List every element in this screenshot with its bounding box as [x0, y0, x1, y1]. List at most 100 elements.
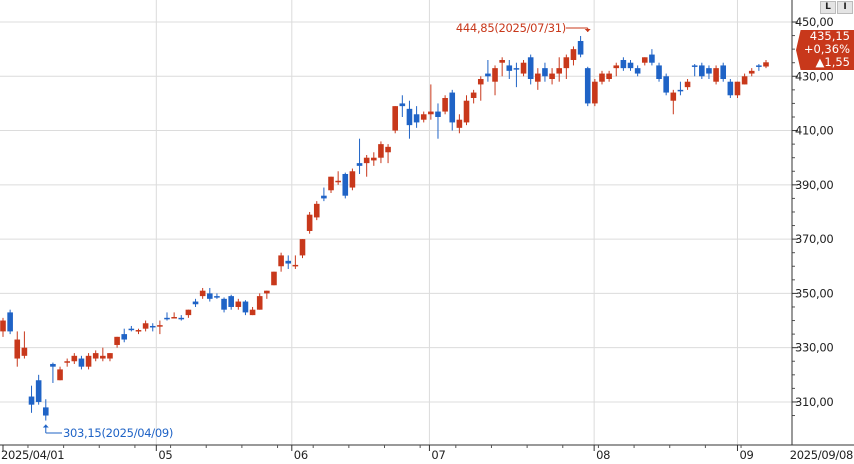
candle-body-up	[199, 290, 206, 297]
candle-body-up	[492, 68, 498, 82]
candle-body-down	[214, 296, 220, 298]
y-tick-label: 350,00	[795, 286, 833, 300]
candle-body-up	[235, 301, 242, 307]
grid	[0, 0, 792, 445]
candle-body-up	[185, 309, 192, 316]
candle-body-down	[634, 68, 641, 74]
candle-body-up	[670, 92, 677, 101]
candle-body-up	[271, 271, 277, 286]
candle-body-down	[663, 76, 669, 93]
candle-body-up	[313, 203, 320, 218]
current-price-tag: 435,15 +0,36% ▲1,55	[796, 30, 854, 70]
candle-body-up	[420, 114, 427, 120]
candle-body-down	[706, 68, 712, 74]
candle-body-up	[100, 355, 106, 359]
candle-body-down	[78, 358, 85, 367]
candle-body-up	[328, 176, 334, 191]
candle-body-down	[221, 298, 227, 310]
candle-body-down	[527, 57, 534, 79]
candle-body-up	[349, 171, 356, 188]
change-value: ▲1,55	[815, 55, 850, 69]
candle-body-up	[385, 146, 391, 153]
change-percent: +0,36%	[803, 42, 850, 56]
candle-body-down	[164, 317, 170, 320]
x-tick-label: 07	[431, 448, 445, 462]
candle-body-up	[363, 157, 370, 164]
candle-body-down	[756, 65, 762, 67]
candle-body-down	[699, 65, 705, 77]
candle-body-down	[656, 65, 662, 79]
candle-body-down	[691, 65, 698, 67]
candle-body-down	[50, 363, 56, 367]
candle-body-up	[592, 81, 598, 104]
candle-body-down	[321, 195, 327, 199]
candle-body-up	[85, 355, 92, 367]
candle-body-up	[371, 157, 377, 161]
candle-body-down	[620, 59, 627, 69]
candle-body-up	[57, 369, 63, 381]
candle-body-up	[0, 320, 6, 332]
candle-body-down	[627, 62, 634, 69]
candle-body-down	[192, 301, 199, 305]
candle-body-down	[285, 260, 292, 264]
high-label: 444,85(2025/07/31)	[456, 21, 566, 35]
candle-body-up	[21, 347, 28, 356]
candle-body-up	[477, 78, 484, 85]
candle-body-down	[513, 68, 520, 70]
y-tick-label: 390,00	[795, 178, 833, 192]
candle-body-up	[570, 49, 577, 60]
y-tick-label: 330,00	[795, 341, 833, 355]
candle-body-down	[28, 396, 35, 405]
candle-body-up	[135, 330, 142, 332]
candle-body-up	[549, 73, 555, 79]
candle-body-down	[206, 293, 213, 299]
x-tick-label: 08	[596, 448, 610, 462]
candle-body-down	[399, 103, 406, 107]
candle-body-up	[599, 73, 605, 82]
current-price: 435,15	[809, 29, 850, 43]
candle-body-up	[428, 111, 434, 115]
candle-body-up	[71, 355, 78, 362]
candle-body-up	[107, 353, 113, 359]
candle-body-up	[264, 290, 270, 294]
candle-body-up	[299, 239, 306, 256]
candle-body-up	[64, 361, 70, 363]
y-tick-label: 410,00	[795, 124, 833, 138]
annotations: 444,85(2025/07/31) 303,15(2025/04/09)	[42, 21, 591, 440]
candle-body-up	[142, 323, 149, 329]
candle-body-up	[92, 353, 99, 359]
candle-body-down	[577, 40, 584, 55]
candle-body-up	[14, 339, 21, 359]
candle-body-up	[470, 92, 477, 98]
candle-body-down	[406, 108, 413, 126]
candle-body-up	[456, 119, 463, 128]
candle-body-down	[128, 328, 135, 331]
candle-body-down	[506, 65, 513, 71]
candle-body-up	[499, 59, 505, 63]
candle-body-down	[342, 173, 349, 196]
y-tick-label: 430,00	[795, 69, 833, 83]
candle-body-down	[178, 317, 185, 320]
candle-body-up	[606, 73, 612, 79]
x-tick-label: 2025/04/01	[1, 448, 64, 462]
candle-body-down	[356, 163, 363, 166]
high-arrow-icon	[584, 28, 591, 32]
candle-body-up	[292, 264, 299, 267]
l-button[interactable]: L	[820, 1, 836, 14]
candle-body-down	[413, 114, 420, 123]
candle-body-up	[249, 309, 256, 316]
candle-body-down	[720, 65, 727, 79]
candle-body-up	[171, 317, 177, 319]
x-tick-label: 09	[739, 448, 753, 462]
candle-body-up	[392, 106, 398, 131]
low-label: 303,15(2025/04/09)	[63, 426, 173, 440]
candle-body-down	[7, 312, 13, 332]
candle-body-up	[556, 68, 563, 74]
candle-body-up	[748, 70, 755, 74]
x-tick-label: 06	[294, 448, 308, 462]
candle-body-up	[520, 62, 527, 74]
i-button[interactable]: I	[837, 1, 853, 14]
candle-body-up	[563, 57, 570, 69]
